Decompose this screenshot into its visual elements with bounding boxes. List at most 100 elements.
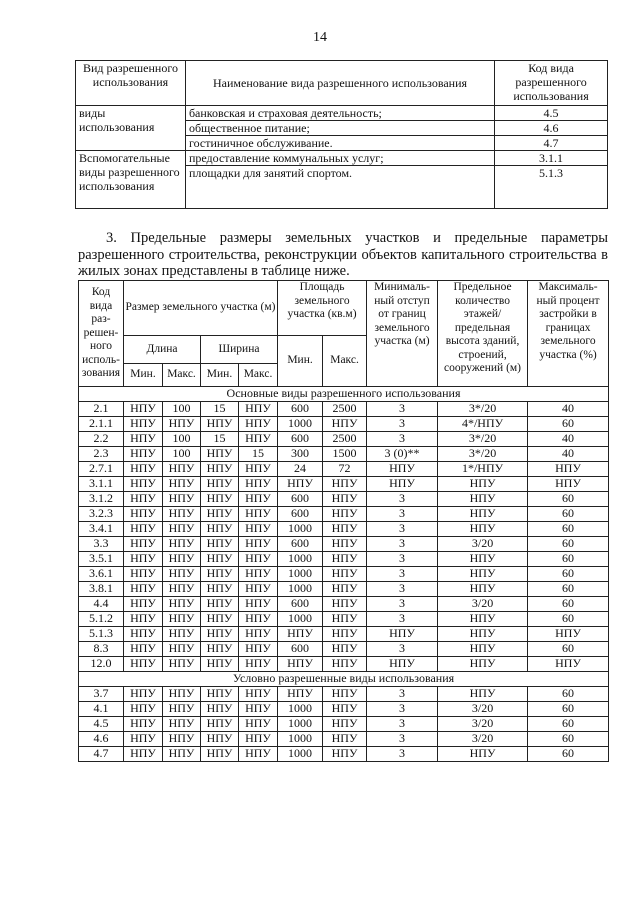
cell-setback: 3 <box>366 521 439 537</box>
table-row: 2.2 НПУ 100 15 НПУ 600 2500 3 3*/20 40 <box>78 431 610 447</box>
table-row: 12.0 НПУ НПУ НПУ НПУ НПУ НПУ НПУ НПУ НПУ <box>78 656 610 672</box>
cell-width-max: НПУ <box>237 746 279 762</box>
cell-width-min: НПУ <box>200 416 239 432</box>
cell-length-max: НПУ <box>162 581 201 597</box>
header-percent: Максималь-ный процент застройки в границ… <box>527 280 610 387</box>
cell-percent: 60 <box>527 641 610 657</box>
cell-length-min: НПУ <box>123 641 163 657</box>
cell-setback: 3 <box>366 746 439 762</box>
cell-width-max: НПУ <box>237 416 279 432</box>
cell-percent: 60 <box>527 536 610 552</box>
header-size: Размер земельного участка (м) <box>122 280 279 336</box>
cell-area-min: 1000 <box>277 731 324 747</box>
cell-length-min: НПУ <box>123 521 163 537</box>
cell-setback: 3 <box>366 686 439 702</box>
cell-setback: 3 <box>366 506 439 522</box>
cell-length-max: НПУ <box>162 626 201 642</box>
cell-floors: НПУ <box>437 626 529 642</box>
table-row: 4.6 НПУ НПУ НПУ НПУ 1000 НПУ 3 3/20 60 <box>78 731 610 747</box>
table-header-row: Длина Ширина Мин. Макс. <box>79 335 609 387</box>
cell-setback: 3 <box>366 581 439 597</box>
cell-code: 8.3 <box>78 641 124 657</box>
cell-code: 12.0 <box>78 656 124 672</box>
cell-floors: 3*/20 <box>437 431 529 447</box>
cell-setback: 3 <box>366 596 439 612</box>
cell-percent: 40 <box>527 446 610 462</box>
cell-floors: НПУ <box>437 476 529 492</box>
cell-area-min: 600 <box>277 431 324 447</box>
cell-area-min: НПУ <box>277 476 324 492</box>
cell-length-min: НПУ <box>123 401 163 417</box>
table-row: 2.1 НПУ 100 15 НПУ 600 2500 3 3*/20 40 <box>78 401 610 417</box>
cell-length-max: НПУ <box>162 656 201 672</box>
cell-width-min: НПУ <box>200 701 239 717</box>
cell-floors: 3*/20 <box>437 446 529 462</box>
cell-code: 2.2 <box>78 431 124 447</box>
cell-length-min: НПУ <box>123 686 163 702</box>
use-name: предоставление коммунальных услуг; <box>184 150 496 166</box>
cell-area-max: НПУ <box>322 581 368 597</box>
cell-length-max: НПУ <box>162 596 201 612</box>
cell-floors: 3/20 <box>437 731 529 747</box>
table-row: 5.1.3 НПУ НПУ НПУ НПУ НПУ НПУ НПУ НПУ НПУ <box>78 626 610 642</box>
cell-width-min: НПУ <box>200 641 239 657</box>
cell-floors: НПУ <box>437 746 529 762</box>
cell-length-max: НПУ <box>162 476 201 492</box>
cell-floors: НПУ <box>437 611 529 627</box>
cell-area-min: 1000 <box>277 581 324 597</box>
cell-width-min: НПУ <box>200 491 239 507</box>
cell-area-min: 300 <box>277 446 324 462</box>
cell-code: 3.7 <box>78 686 124 702</box>
cell-floors: 3*/20 <box>437 401 529 417</box>
cell-length-max: НПУ <box>162 686 201 702</box>
header-setback: Минималь-ный отступ от границ земельного… <box>366 280 439 387</box>
cell-length-min: НПУ <box>123 536 163 552</box>
permitted-use-table: Вид разрешенного использования Наименова… <box>75 60 608 209</box>
cell-length-min: НПУ <box>123 581 163 597</box>
cell-area-min: 1000 <box>277 611 324 627</box>
cell-area-min: 1000 <box>277 746 324 762</box>
cell-area-min: 1000 <box>277 521 324 537</box>
cell-length-min: НПУ <box>123 701 163 717</box>
cell-code: 2.1.1 <box>78 416 124 432</box>
cell-percent: НПУ <box>527 626 610 642</box>
cell-setback: НПУ <box>366 476 439 492</box>
cell-width-max: НПУ <box>237 701 279 717</box>
cell-width-min: НПУ <box>200 521 239 537</box>
cell-code: 3.8.1 <box>78 581 124 597</box>
cell-length-min: НПУ <box>123 506 163 522</box>
cell-percent: 60 <box>527 416 610 432</box>
cell-floors: НПУ <box>437 491 529 507</box>
cell-code: 3.3 <box>78 536 124 552</box>
cell-width-min: НПУ <box>200 716 239 732</box>
cell-percent: 60 <box>527 491 610 507</box>
cell-area-max: НПУ <box>322 491 368 507</box>
cell-setback: 3 <box>366 716 439 732</box>
cell-area-max: НПУ <box>322 521 368 537</box>
cell-percent: 60 <box>527 746 610 762</box>
cell-length-min: НПУ <box>123 551 163 567</box>
use-code: 4.7 <box>494 135 608 151</box>
cell-width-min: НПУ <box>200 446 239 462</box>
cell-width-min: 15 <box>200 401 239 417</box>
header-width-max: Макс. <box>237 363 279 387</box>
cell-setback: 3 <box>366 536 439 552</box>
table-header-row: Мин. Макс. Мин. Макс. <box>79 363 609 387</box>
cell-setback: 3 <box>366 401 439 417</box>
cell-length-max: НПУ <box>162 536 201 552</box>
cell-code: 4.7 <box>78 746 124 762</box>
cell-width-min: НПУ <box>200 656 239 672</box>
use-name: площадки для занятий спортом. <box>184 165 496 209</box>
cell-percent: НПУ <box>527 476 610 492</box>
cell-length-max: НПУ <box>162 611 201 627</box>
header-floors: Предельное количество этажей/ предельная… <box>437 280 529 387</box>
cell-code: 3.1.1 <box>78 476 124 492</box>
cell-floors: 3/20 <box>437 596 529 612</box>
cell-width-max: НПУ <box>237 641 279 657</box>
cell-area-min: 600 <box>277 596 324 612</box>
table-row: 3.2.3 НПУ НПУ НПУ НПУ 600 НПУ 3 НПУ 60 <box>78 506 610 522</box>
section-row: Условно разрешенные виды использования <box>77 671 610 687</box>
cell-area-min: 600 <box>277 506 324 522</box>
cell-area-min: 600 <box>277 641 324 657</box>
cell-setback: 3 <box>366 701 439 717</box>
